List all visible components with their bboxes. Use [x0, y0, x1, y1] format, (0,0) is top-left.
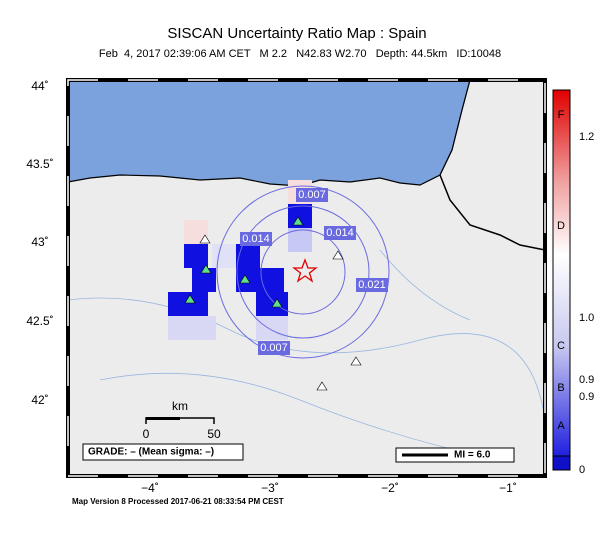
scale-bar: km 0 50 — [143, 399, 221, 441]
mi-box — [395, 447, 515, 463]
lon-label: −3˚ — [261, 481, 279, 495]
lat-label: 43˚ — [31, 235, 48, 249]
subtitle: Feb 4, 2017 02:39:06 AM CET M 2.2 N42.83… — [99, 48, 501, 60]
grade-box — [82, 443, 244, 461]
contour-label: 0.007 — [298, 189, 326, 201]
lat-label: 43.5˚ — [26, 157, 53, 171]
scale-unit: km — [172, 399, 188, 413]
lon-label: −4˚ — [141, 481, 159, 495]
pixels — [168, 180, 312, 340]
title: SISCAN Uncertainty Ratio Map : Spain — [167, 25, 426, 42]
cb-value: 0.9 — [579, 374, 594, 386]
cb-letter: A — [557, 420, 565, 432]
cb-letter: F — [558, 109, 565, 121]
lon-label: −2˚ — [381, 481, 399, 495]
contour-labels: 0.007 0.014 0.014 0.021 0.007 — [240, 188, 388, 355]
mi-legend: MI = 6.0 — [454, 450, 491, 461]
lat-label: 42˚ — [31, 393, 48, 407]
footer: Map Version 8 Processed 2017-06-21 08:33… — [72, 497, 284, 506]
map: 0.007 0.014 0.014 0.021 0.007 — [66, 78, 547, 478]
cb-value: 0 — [579, 464, 585, 476]
cb-letter: B — [557, 382, 564, 394]
contour-label: 0.014 — [242, 233, 270, 245]
scale-start: 0 — [143, 427, 150, 441]
sea — [67, 79, 471, 187]
contour-label: 0.021 — [358, 279, 386, 291]
lat-label: 42.5˚ — [26, 314, 53, 328]
scale-end: 50 — [207, 427, 221, 441]
lon-label: −1˚ — [499, 481, 517, 495]
contour-label: 0.007 — [260, 342, 288, 354]
epicenter — [292, 258, 318, 283]
colorbar: F D C B A 1.2 1.0 0.9 0.9 0 — [552, 89, 594, 476]
contours — [216, 185, 390, 359]
cb-value: 0.9 — [579, 391, 594, 403]
border — [439, 174, 546, 251]
stations — [184, 216, 362, 391]
frame-ticks — [67, 79, 546, 477]
cb-letter: C — [557, 340, 565, 352]
contour-label: 0.014 — [326, 227, 354, 239]
cb-letter: D — [557, 220, 565, 232]
cb-value: 1.0 — [579, 312, 594, 324]
cb-value: 1.2 — [579, 131, 594, 143]
coast — [439, 79, 471, 176]
grade: GRADE: – (Mean sigma: –) — [88, 447, 214, 458]
lat-label: 44˚ — [31, 79, 48, 93]
